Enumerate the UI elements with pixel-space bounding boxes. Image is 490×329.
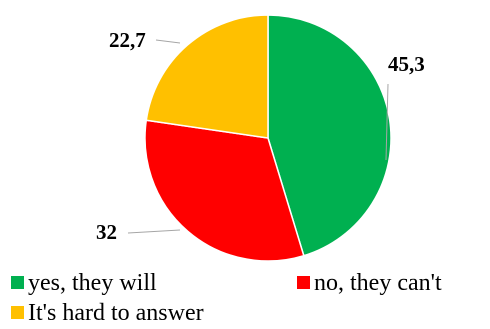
legend-label-hard: It's hard to answer [28, 300, 204, 326]
legend-swatch-yes [11, 276, 24, 289]
data-label-yes: 45,3 [388, 52, 425, 76]
leader-lines [127, 39, 389, 234]
legend-swatch-no [297, 276, 310, 289]
slice-no [144, 119, 305, 262]
leader-line-no [127, 229, 181, 234]
data-labels: 45,3 32 22,7 [96, 28, 425, 244]
leader-line-hard [155, 39, 181, 44]
slice-yes [267, 14, 392, 257]
leader-line-yes [385, 83, 389, 161]
legend-label-no: no, they can't [314, 270, 442, 296]
legend: yes, they will no, they can't It's hard … [11, 270, 442, 326]
slice-hard [145, 14, 269, 139]
data-label-hard: 22,7 [109, 28, 146, 52]
legend-swatch-hard [11, 306, 24, 319]
pie-slices [144, 14, 392, 262]
data-label-no: 32 [96, 220, 117, 244]
legend-label-yes: yes, they will [28, 270, 157, 296]
